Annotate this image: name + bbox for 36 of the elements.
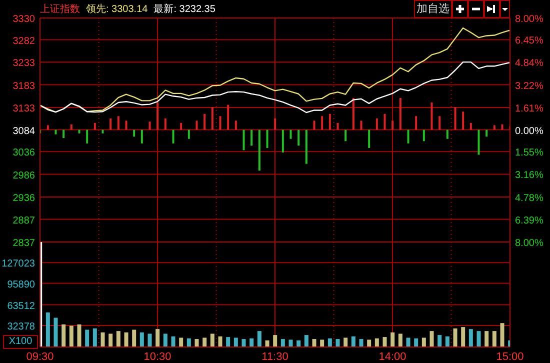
y-tick-label: 32378 bbox=[7, 321, 36, 332]
y-axis-title: X100 bbox=[3, 335, 38, 349]
x-tick-label: 14:00 bbox=[378, 351, 406, 363]
y2-tick-label: 3.16% bbox=[515, 170, 544, 182]
y2-tick-label: 6.39% bbox=[515, 215, 544, 226]
x-tick-label: 09:30 bbox=[26, 351, 54, 363]
y-tick-label: 2837 bbox=[12, 238, 36, 249]
y2-tick-label: 4.78% bbox=[515, 192, 544, 204]
text: 最新: 3232.35 bbox=[154, 2, 216, 16]
text: 领先: 3303.14 bbox=[86, 2, 148, 16]
y-tick-label: 3133 bbox=[12, 104, 36, 115]
y-tick-label: 2936 bbox=[12, 193, 36, 204]
y-tick-label: 127023 bbox=[2, 258, 36, 270]
y-tick-label: 3183 bbox=[12, 80, 36, 92]
text: 加自选 bbox=[414, 0, 452, 18]
y2-tick-label: 1.55% bbox=[515, 148, 544, 159]
y-tick-label: 3330 bbox=[12, 14, 36, 25]
y2-tick-label: 4.84% bbox=[515, 58, 544, 70]
y-tick-label: 3084 bbox=[12, 126, 36, 137]
y2-tick-label: 3.22% bbox=[515, 80, 544, 92]
y-tick-label: 2986 bbox=[12, 170, 36, 182]
x-tick-label: 11:30 bbox=[262, 351, 288, 363]
x-tick-label: 10:30 bbox=[144, 351, 172, 363]
y-tick-label: 2887 bbox=[12, 215, 36, 226]
y2-tick-label: 1.61% bbox=[515, 103, 544, 114]
y-tick-label: 3233 bbox=[12, 58, 36, 70]
y2-tick-label: 8.00% bbox=[515, 238, 544, 249]
y-tick-label: 3282 bbox=[12, 36, 36, 47]
y-tick-label: 63512 bbox=[7, 300, 36, 312]
y2-tick-label: 0.00% bbox=[515, 126, 544, 137]
y-tick-label: 3036 bbox=[12, 148, 36, 159]
y2-tick-label: 8.00% bbox=[515, 14, 544, 25]
chart-title: 上证指数 bbox=[40, 2, 80, 16]
x-tick-label: 15:00 bbox=[496, 351, 524, 363]
y2-tick-label: 6.45% bbox=[515, 36, 544, 47]
y-tick-label: 95890 bbox=[7, 279, 36, 290]
